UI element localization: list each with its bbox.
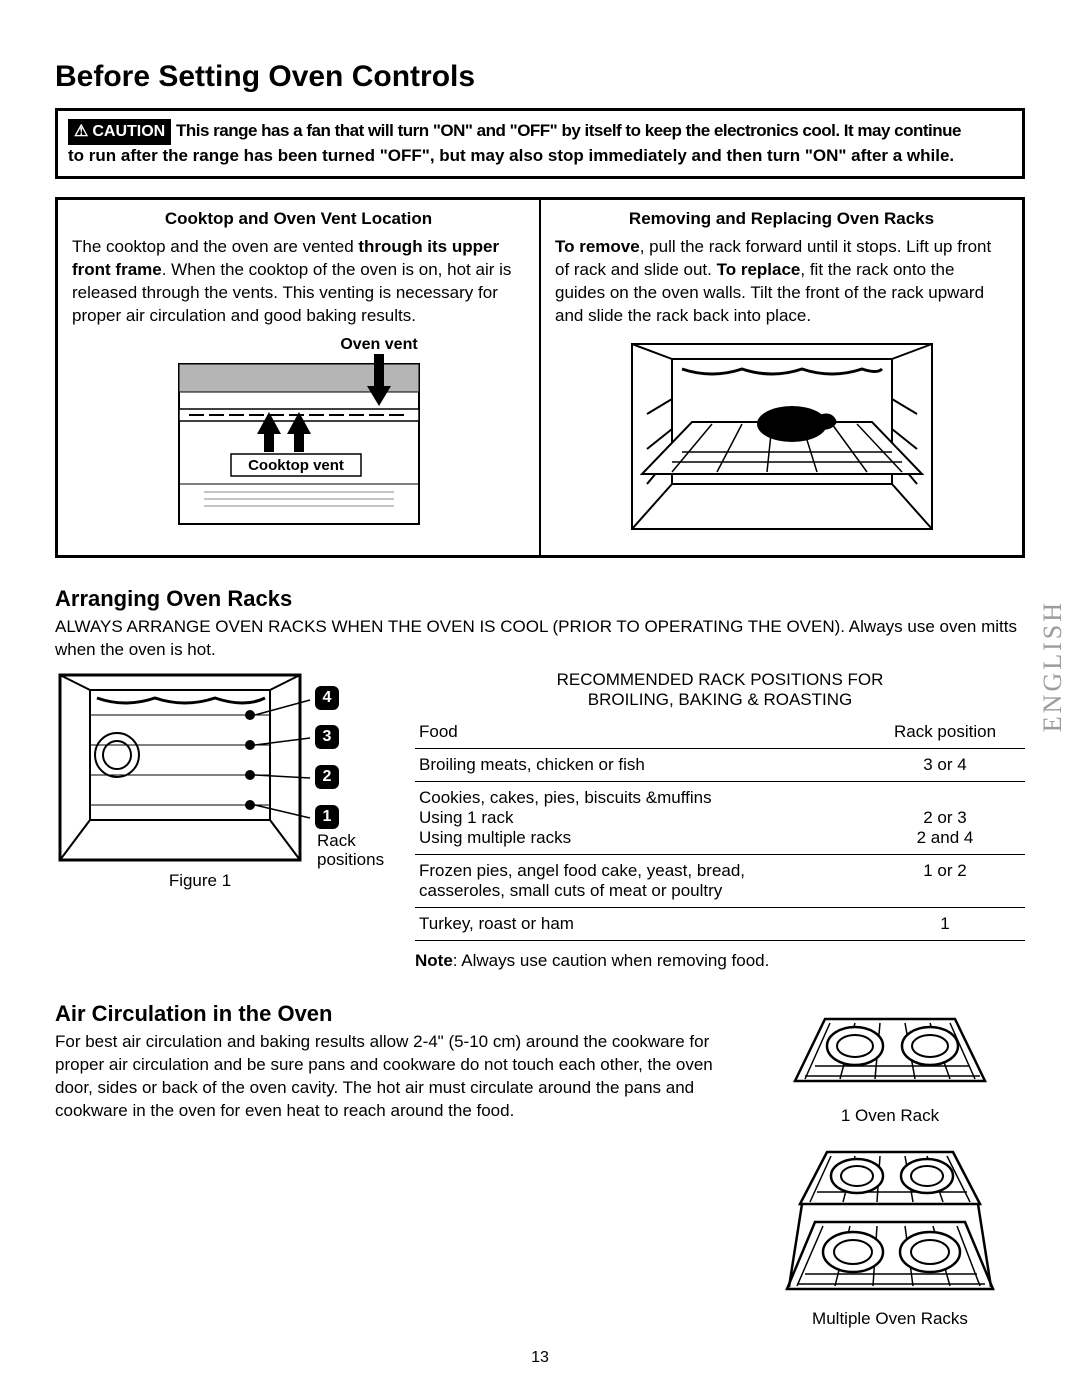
one-rack-illustration bbox=[775, 1001, 1005, 1101]
table-title: RECOMMENDED RACK POSITIONS FOR BROILING,… bbox=[415, 670, 1025, 710]
vent-info-box: Cooktop and Oven Vent Location The cookt… bbox=[55, 197, 1025, 559]
table-row: Turkey, roast or ham 1 bbox=[415, 908, 1025, 941]
rack-table-section: RECOMMENDED RACK POSITIONS FOR BROILING,… bbox=[415, 670, 1025, 971]
table-row: Broiling meats, chicken or fish 3 or 4 bbox=[415, 749, 1025, 782]
figure-1-caption: Figure 1 bbox=[15, 871, 385, 891]
svg-text:Cooktop vent: Cooktop vent bbox=[248, 457, 344, 474]
rack-badge-2: 2 bbox=[315, 765, 339, 789]
multi-rack-caption: Multiple Oven Racks bbox=[755, 1309, 1025, 1329]
vent-right-header: Removing and Replacing Oven Racks bbox=[555, 208, 1008, 231]
vent-right-text: To remove, pull the rack forward until i… bbox=[555, 236, 1008, 328]
rack-badge-1: 1 bbox=[315, 805, 339, 829]
rack-badge-3: 3 bbox=[315, 725, 339, 749]
vent-left-col: Cooktop and Oven Vent Location The cookt… bbox=[58, 200, 541, 556]
caution-line2: to run after the range has been turned "… bbox=[68, 146, 954, 165]
table-header-row: Food Rack position bbox=[415, 716, 1025, 749]
arranging-section: Arranging Oven Racks ALWAYS ARRANGE OVEN… bbox=[55, 586, 1025, 971]
rack-position-table: Food Rack position Broiling meats, chick… bbox=[415, 716, 1025, 941]
table-note: Note: Always use caution when removing f… bbox=[415, 951, 1025, 971]
air-heading: Air Circulation in the Oven bbox=[55, 1001, 715, 1027]
rack-badge-4: 4 bbox=[315, 686, 339, 710]
rack-positions-label: Rack positions bbox=[317, 832, 387, 869]
vent-left-header: Cooktop and Oven Vent Location bbox=[72, 208, 525, 231]
col-food: Food bbox=[415, 716, 865, 749]
page-number: 13 bbox=[0, 1349, 1080, 1367]
air-figures: 1 Oven Rack bbox=[755, 1001, 1025, 1329]
page-title: Before Setting Oven Controls bbox=[55, 60, 1025, 94]
multi-rack-illustration bbox=[775, 1134, 1005, 1304]
caution-box: CAUTION This range has a fan that will t… bbox=[55, 108, 1025, 179]
table-row: Frozen pies, angel food cake, yeast, bre… bbox=[415, 855, 1025, 908]
rack-remove-illustration bbox=[555, 334, 1008, 541]
table-row: Cookies, cakes, pies, biscuits &muffins … bbox=[415, 782, 1025, 855]
col-rack: Rack position bbox=[865, 716, 1025, 749]
cooktop-vent-illustration: Oven vent bbox=[72, 334, 525, 541]
air-circulation-section: Air Circulation in the Oven For best air… bbox=[55, 1001, 1025, 1329]
vent-right-col: Removing and Replacing Oven Racks To rem… bbox=[541, 200, 1022, 556]
svg-text:Oven vent: Oven vent bbox=[340, 336, 418, 353]
one-rack-caption: 1 Oven Rack bbox=[755, 1106, 1025, 1126]
vent-left-text: The cooktop and the oven are vented thro… bbox=[72, 236, 525, 328]
arranging-body: ALWAYS ARRANGE OVEN RACKS WHEN THE OVEN … bbox=[55, 616, 1025, 662]
language-side-label: ENGLISH bbox=[1038, 600, 1068, 732]
figure-1: 4 3 2 1 Rack positions Figure 1 bbox=[55, 670, 385, 891]
arranging-heading: Arranging Oven Racks bbox=[55, 586, 1025, 612]
caution-line1: This range has a fan that will turn "ON"… bbox=[176, 121, 961, 140]
air-body: For best air circulation and baking resu… bbox=[55, 1031, 715, 1123]
caution-tag: CAUTION bbox=[68, 119, 171, 145]
